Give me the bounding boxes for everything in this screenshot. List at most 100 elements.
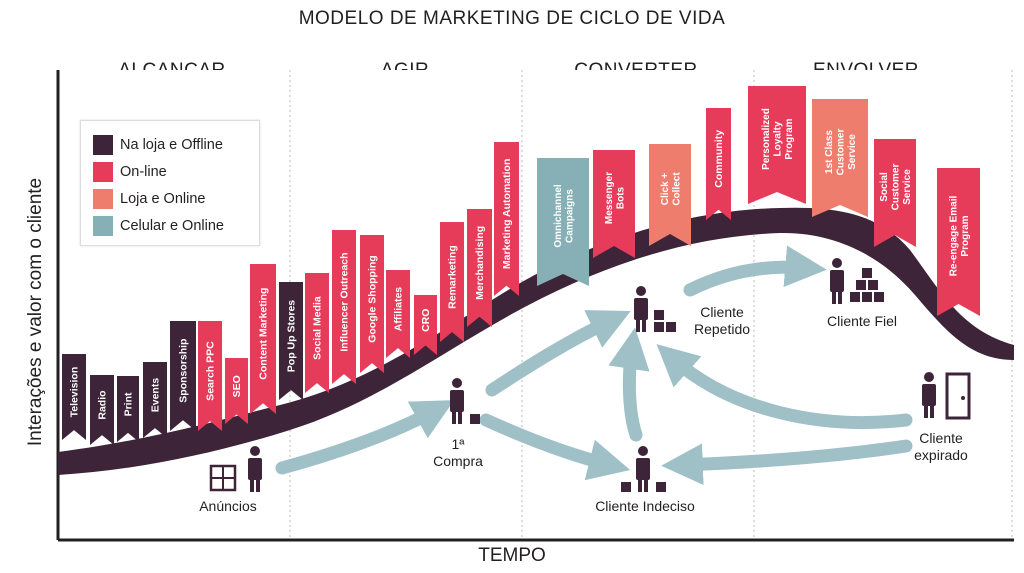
legend-item: Celular e Online <box>93 216 224 236</box>
tactic-banner: CRO <box>414 295 437 355</box>
tactic-banner-label: Sponsorship <box>178 339 190 403</box>
tactic-banner: Community <box>706 108 731 220</box>
node-label-undecided: Cliente Indeciso <box>595 498 695 514</box>
tactic-banner: Click +Collect <box>649 144 691 246</box>
tactic-banner-shape <box>537 158 589 286</box>
arrow-first-purchase-to-undecided <box>479 413 631 481</box>
tactic-banner-shape <box>467 209 492 327</box>
tactic-banner-shape <box>414 295 437 355</box>
tactic-banner-label: Affiliates <box>393 287 405 332</box>
node-label-expired: Cliente expirado <box>914 430 968 463</box>
tactic-banners: Television Radio Print Events Sponsorship Sea… <box>62 86 980 445</box>
tactic-banner: Search PPC <box>198 321 222 431</box>
tactic-banner-label: Radio <box>97 390 109 419</box>
tactic-banner-shape <box>279 282 303 400</box>
node-label-ads: Anúncios <box>199 498 257 514</box>
tactic-banner: MessengerBots <box>593 150 635 258</box>
tactic-banner: Content Marketing <box>250 264 276 414</box>
tactic-banner-shape <box>250 264 276 414</box>
tactic-banner-label: Click +Collect <box>660 172 683 206</box>
legend-item: On-line <box>93 162 167 182</box>
tactic-banner-label: Search PPC <box>205 341 217 401</box>
legend-label: On-line <box>120 164 167 180</box>
tactic-banner-shape <box>706 108 731 220</box>
journey-arrows <box>275 245 913 485</box>
tactic-banner: Merchandising <box>467 209 492 327</box>
diagram-title: MODELO DE MARKETING DE CICLO DE VIDA <box>298 8 726 29</box>
tactic-banner-shape <box>386 270 410 358</box>
tactic-banner: PersonalizedLoyaltyProgram <box>748 86 806 204</box>
tactic-banner-shape <box>198 321 222 431</box>
tactic-banner: SEO <box>225 358 248 424</box>
lifecycle-curve <box>58 207 1014 475</box>
legend-swatch <box>93 189 113 209</box>
legend-swatch <box>93 216 113 236</box>
tactic-banner-label: 1st ClassCustomerService <box>824 129 858 176</box>
tactic-banner: Radio <box>90 375 114 445</box>
tactic-banner-shape <box>593 150 635 258</box>
node-label-repeat: Cliente Repetido <box>693 304 751 337</box>
tactic-banner: Marketing Automation <box>494 142 519 296</box>
x-axis-label: TEMPO <box>478 545 546 566</box>
node-label-loyal: Cliente Fiel <box>826 313 898 329</box>
tactic-banner: Television <box>62 354 86 440</box>
tactic-banner-shape <box>117 376 139 442</box>
tactic-banner-shape <box>332 230 356 384</box>
tactic-banner-shape <box>360 235 384 373</box>
legend-swatch <box>93 135 113 155</box>
repeat-customer-icon <box>634 286 676 332</box>
tactic-banner-shape <box>937 168 980 316</box>
tactic-banner: SocialCustomerService <box>874 139 916 247</box>
tactic-banner-label: Television <box>69 367 81 418</box>
arrow-expired-to-repeat <box>656 344 913 429</box>
tactic-banner: Print <box>117 376 139 442</box>
arrow-repeat-to-loyal <box>683 245 827 297</box>
tactic-banner-label: Re-engage EmailProgram <box>948 195 971 276</box>
tactic-banner-label: Google Shopping <box>367 255 379 343</box>
arrow-undecided-to-repeat <box>608 327 650 442</box>
legend-swatch <box>93 162 113 182</box>
tactic-banner-label: Influencer Outreach <box>339 252 351 351</box>
tactic-banner: Affiliates <box>386 270 410 358</box>
legend-item: Na loja e Offline <box>93 135 223 155</box>
tactic-banner: OmnichannelCampaigns <box>537 158 589 286</box>
tactic-banner-shape <box>748 86 806 204</box>
tactic-banner: Pop Up Stores <box>279 282 303 400</box>
tactic-banner-label: Pop Up Stores <box>286 300 298 373</box>
legend-label: Loja e Online <box>120 191 206 207</box>
tactic-banner-shape <box>90 375 114 445</box>
tactic-banner: 1st ClassCustomerService <box>812 99 868 217</box>
expired-customer-icon <box>922 372 971 420</box>
tactic-banner-shape <box>170 321 196 431</box>
tactic-banner-shape <box>305 273 329 393</box>
tactic-banner-label: Remarketing <box>447 245 459 309</box>
loyal-customer-icon <box>830 258 884 304</box>
tactic-banner-label: Merchandising <box>474 226 486 300</box>
first-purchase-icon <box>450 378 480 424</box>
tactic-banner-label: SEO <box>231 375 243 397</box>
arrow-first-purchase-to-repeat <box>485 310 631 397</box>
tactic-banner-shape <box>62 354 86 440</box>
legend: Na loja e Offline On-line Loja e Online … <box>80 120 260 246</box>
tactic-banner-label: Marketing Automation <box>501 159 513 269</box>
tactic-banner-shape <box>143 362 167 438</box>
tactic-banner-label: OmnichannelCampaigns <box>553 184 576 248</box>
person-icon <box>248 446 262 492</box>
tactic-banner-label: Social Media <box>312 296 324 360</box>
tactic-banner-shape <box>649 144 691 246</box>
ads-icon <box>209 464 237 492</box>
tactic-banner-label: Print <box>123 392 135 416</box>
tactic-banner-label: SocialCustomerService <box>879 164 913 211</box>
tactic-banner: Remarketing <box>440 222 464 342</box>
tactic-banner-shape <box>874 139 916 247</box>
legend-label: Na loja e Offline <box>120 137 223 153</box>
tactic-banner-label: MessengerBots <box>604 172 627 224</box>
undecided-customer-icon <box>621 446 666 492</box>
tactic-banner: Social Media <box>305 273 329 393</box>
tactic-banner-shape <box>225 358 248 424</box>
tactic-banner: Re-engage EmailProgram <box>937 168 980 316</box>
tactic-banner-label: PersonalizedLoyaltyProgram <box>761 108 795 170</box>
tactic-banner-shape <box>494 142 519 296</box>
arrow-expired-to-undecided <box>661 439 913 485</box>
tactic-banner: Google Shopping <box>360 235 384 373</box>
